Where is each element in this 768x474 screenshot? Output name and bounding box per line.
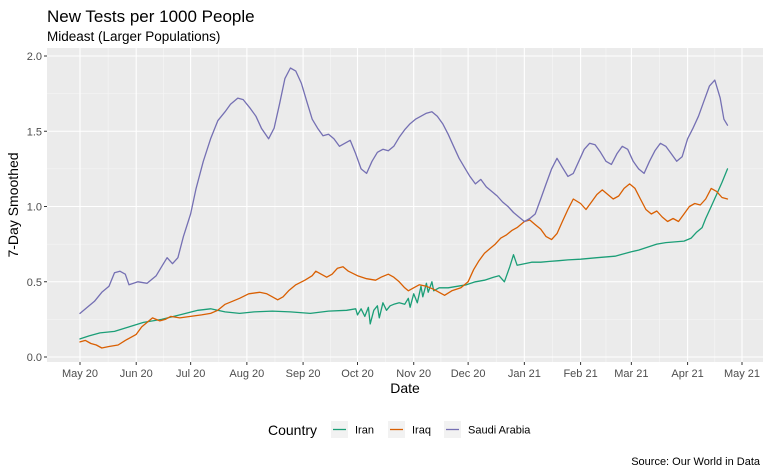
chart-subtitle: Mideast (Larger Populations) <box>47 29 220 44</box>
x-tick-label: Apr 21 <box>671 368 703 380</box>
x-axis: May 20 Jun 20 Jul 20 Aug 20 Sep 20 Oct 20 Nov … <box>62 362 760 380</box>
legend-label-saudi-arabia: Saudi Arabia <box>468 425 531 437</box>
series-line-iran <box>79 168 729 340</box>
x-tick-label: Jul 20 <box>176 368 205 380</box>
y-tick-label: 2.0 <box>27 51 42 63</box>
series-line-iraq <box>79 183 729 349</box>
legend-label-iran: Iran <box>355 425 374 437</box>
x-tick-label: Mar 21 <box>614 368 648 380</box>
series-lines <box>79 67 729 349</box>
y-tick-label: 0.5 <box>27 277 42 289</box>
y-axis-label: 7-Day Smoothed <box>5 152 21 257</box>
x-axis-label: Date <box>390 380 420 396</box>
x-tick-label: Feb 21 <box>563 368 597 380</box>
y-tick-label: 0.0 <box>27 352 42 364</box>
x-tick-label: Sep 20 <box>286 368 321 380</box>
chart-title: New Tests per 1000 People <box>47 7 255 26</box>
legend: Country Iran Iraq Saudi Arabia <box>268 421 531 438</box>
plot-panel <box>47 48 763 362</box>
x-tick-label: May 21 <box>724 368 760 380</box>
x-tick-label: Aug 20 <box>229 368 264 380</box>
x-tick-label: Dec 20 <box>451 368 486 380</box>
grid-minor <box>47 48 763 362</box>
source-caption: Source: Our World in Data <box>631 456 761 468</box>
y-tick-label: 1.5 <box>27 126 42 138</box>
legend-label-iraq: Iraq <box>412 425 431 437</box>
grid-major <box>47 48 763 362</box>
x-tick-label: Nov 20 <box>396 368 431 380</box>
series-line-saudi-arabia <box>79 67 729 315</box>
x-tick-label: May 20 <box>62 368 98 380</box>
y-tick-label: 1.0 <box>27 202 42 214</box>
x-tick-label: Jan 21 <box>508 368 541 380</box>
x-tick-label: Jun 20 <box>120 368 153 380</box>
legend-title: Country <box>268 422 317 438</box>
x-tick-label: Oct 20 <box>341 368 373 380</box>
y-axis: 0.0 0.5 1.0 1.5 2.0 <box>27 51 47 364</box>
